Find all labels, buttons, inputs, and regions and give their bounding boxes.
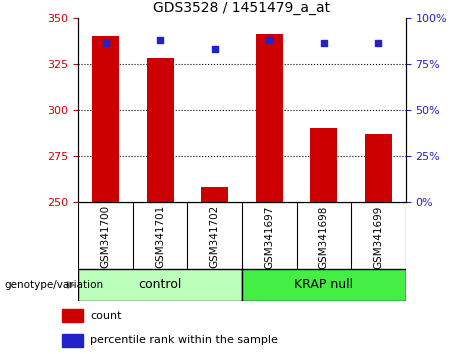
Bar <box>365 134 392 202</box>
Point <box>320 41 327 46</box>
Text: KRAP null: KRAP null <box>294 279 354 291</box>
Point <box>375 41 382 46</box>
Text: GSM341697: GSM341697 <box>264 205 274 269</box>
Bar <box>92 36 119 202</box>
Bar <box>147 58 174 202</box>
Point <box>211 46 219 52</box>
Text: GSM341702: GSM341702 <box>210 205 220 268</box>
Text: GSM341701: GSM341701 <box>155 205 165 268</box>
Text: GSM341699: GSM341699 <box>373 205 384 269</box>
Bar <box>78 269 242 301</box>
Point <box>266 37 273 42</box>
Text: count: count <box>90 310 122 321</box>
Bar <box>62 334 83 347</box>
Bar <box>201 187 228 202</box>
Text: control: control <box>138 279 182 291</box>
Bar <box>242 269 406 301</box>
Point <box>102 41 109 46</box>
Text: percentile rank within the sample: percentile rank within the sample <box>90 335 278 346</box>
Bar <box>62 309 83 322</box>
Title: GDS3528 / 1451479_a_at: GDS3528 / 1451479_a_at <box>154 1 331 15</box>
Bar <box>256 34 283 202</box>
Text: GSM341698: GSM341698 <box>319 205 329 269</box>
Point <box>157 37 164 42</box>
Bar <box>310 128 337 202</box>
Text: GSM341700: GSM341700 <box>100 205 111 268</box>
Text: genotype/variation: genotype/variation <box>5 280 104 290</box>
